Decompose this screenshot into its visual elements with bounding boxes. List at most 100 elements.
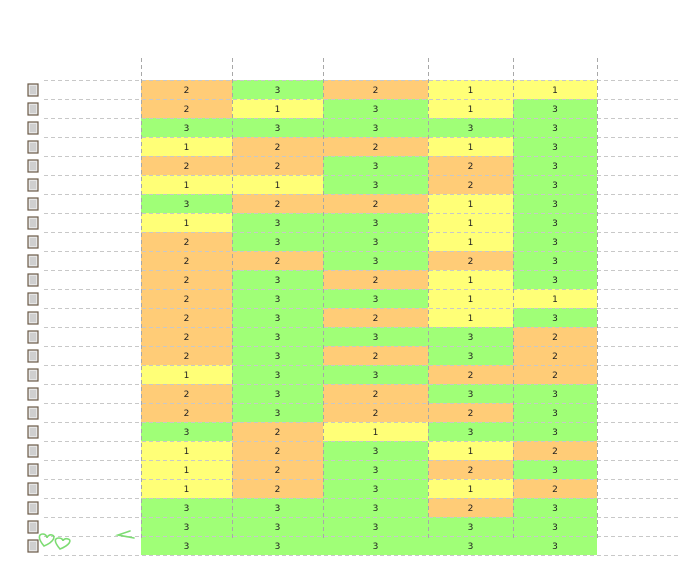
cell-value-label: 2 (184, 390, 190, 400)
cell-value-label: 1 (468, 485, 474, 495)
cell-value-label: 3 (373, 257, 379, 267)
cell-value-label: 3 (275, 86, 281, 96)
cell-value-label: 3 (275, 542, 281, 552)
heatmap-cell (141, 118, 232, 137)
cell-value-label: 1 (468, 200, 474, 210)
heatmap-cell (232, 441, 323, 460)
heatmap-cell (513, 251, 597, 270)
cell-value-label: 3 (275, 219, 281, 229)
cell-value-label: 1 (275, 181, 281, 191)
heatmap-cell (513, 194, 597, 213)
cell-value-label: 3 (373, 447, 379, 457)
heatmap-cell (428, 498, 513, 517)
cell-value-label: 2 (184, 257, 190, 267)
cell-value-label: 3 (468, 333, 474, 343)
heatmap-cell (513, 365, 597, 384)
cell-value-label: 3 (552, 181, 558, 191)
cell-value-label: 2 (373, 314, 379, 324)
heatmap-cell (232, 80, 323, 99)
cell-value-label: 2 (373, 86, 379, 96)
cell-value-label: 2 (184, 409, 190, 419)
heatmap-cell (323, 175, 428, 194)
cell-value-label: 3 (468, 124, 474, 134)
cell-value-label: 1 (552, 86, 558, 96)
heatmap-cell (323, 289, 428, 308)
row-thumbnail-inner (30, 105, 36, 113)
heatmap-cell (232, 175, 323, 194)
heatmap-cell (513, 213, 597, 232)
cell-value-label: 3 (552, 257, 558, 267)
heatmap-cell (323, 479, 428, 498)
cell-value-label: 2 (468, 181, 474, 191)
cell-value-label: 2 (275, 485, 281, 495)
heatmap-cell (428, 80, 513, 99)
cell-value-label: 3 (468, 390, 474, 400)
heatmap-cell (428, 403, 513, 422)
cell-value-label: 2 (552, 485, 558, 495)
row-thumbnail-inner (30, 276, 36, 284)
heatmap-cell (428, 422, 513, 441)
cell-value-label: 3 (552, 276, 558, 286)
heatmap-cell (428, 517, 513, 536)
heatmap-cell (232, 156, 323, 175)
cell-value-label: 3 (552, 390, 558, 400)
heatmap-cell (232, 194, 323, 213)
cell-value-label: 2 (552, 447, 558, 457)
cell-value-label: 3 (184, 124, 190, 134)
heatmap-cell (141, 479, 232, 498)
heatmap-cell (513, 156, 597, 175)
cell-value-label: 1 (552, 295, 558, 305)
heatmap-cell (428, 270, 513, 289)
heatmap-cell (232, 289, 323, 308)
row-thumbnail-inner (30, 390, 36, 398)
heatmap-cell (513, 422, 597, 441)
cell-value-label: 2 (184, 105, 190, 115)
row-thumbnail-inner (30, 162, 36, 170)
heatmap-cell (428, 194, 513, 213)
cell-value-label: 2 (184, 295, 190, 305)
cell-value-label: 2 (373, 200, 379, 210)
cell-value-label: 2 (468, 257, 474, 267)
heatmap-cell (513, 403, 597, 422)
cell-value-label: 3 (373, 238, 379, 248)
heatmap-cell (323, 536, 428, 555)
row-thumbnail-inner (30, 466, 36, 474)
cell-value-label: 3 (275, 295, 281, 305)
heatmap-cell (513, 479, 597, 498)
cell-value-label: 2 (275, 466, 281, 476)
cell-value-label: 3 (373, 124, 379, 134)
cell-value-label: 1 (468, 143, 474, 153)
cell-value-label: 1 (275, 105, 281, 115)
cell-value-label: 3 (552, 542, 558, 552)
row-thumbnail-inner (30, 143, 36, 151)
cell-value-label: 3 (373, 162, 379, 172)
cell-value-label: 3 (552, 314, 558, 324)
cell-value-label: 3 (468, 542, 474, 552)
cell-value-label: 2 (184, 333, 190, 343)
horizontal-gridlines (44, 80, 680, 556)
row-thumbnail-inner (30, 504, 36, 512)
heatmap-cell (513, 270, 597, 289)
cell-value-label: 3 (552, 200, 558, 210)
cell-value-label: 3 (373, 219, 379, 229)
cell-value-label: 3 (275, 124, 281, 134)
heatmap-cell (513, 80, 597, 99)
heatmap-cell (323, 156, 428, 175)
heatmap-cell (323, 460, 428, 479)
cell-value-label: 3 (552, 143, 558, 153)
heatmap-cell (232, 460, 323, 479)
heatmap-cell (141, 536, 232, 555)
cell-value-label: 3 (184, 542, 190, 552)
heatmap-cell (141, 175, 232, 194)
cell-value-label: 2 (275, 257, 281, 267)
cell-value-label: 1 (468, 295, 474, 305)
cell-value-label: 1 (468, 86, 474, 96)
heatmap-cell (323, 365, 428, 384)
cell-value-label: 1 (184, 181, 190, 191)
heatmap-cell (232, 137, 323, 156)
row-thumbnail-inner (30, 333, 36, 341)
cell-value-label: 3 (468, 352, 474, 362)
heatmap-cell (323, 308, 428, 327)
vertical-gridlines (141, 58, 598, 538)
cell-value-label: 2 (275, 143, 281, 153)
